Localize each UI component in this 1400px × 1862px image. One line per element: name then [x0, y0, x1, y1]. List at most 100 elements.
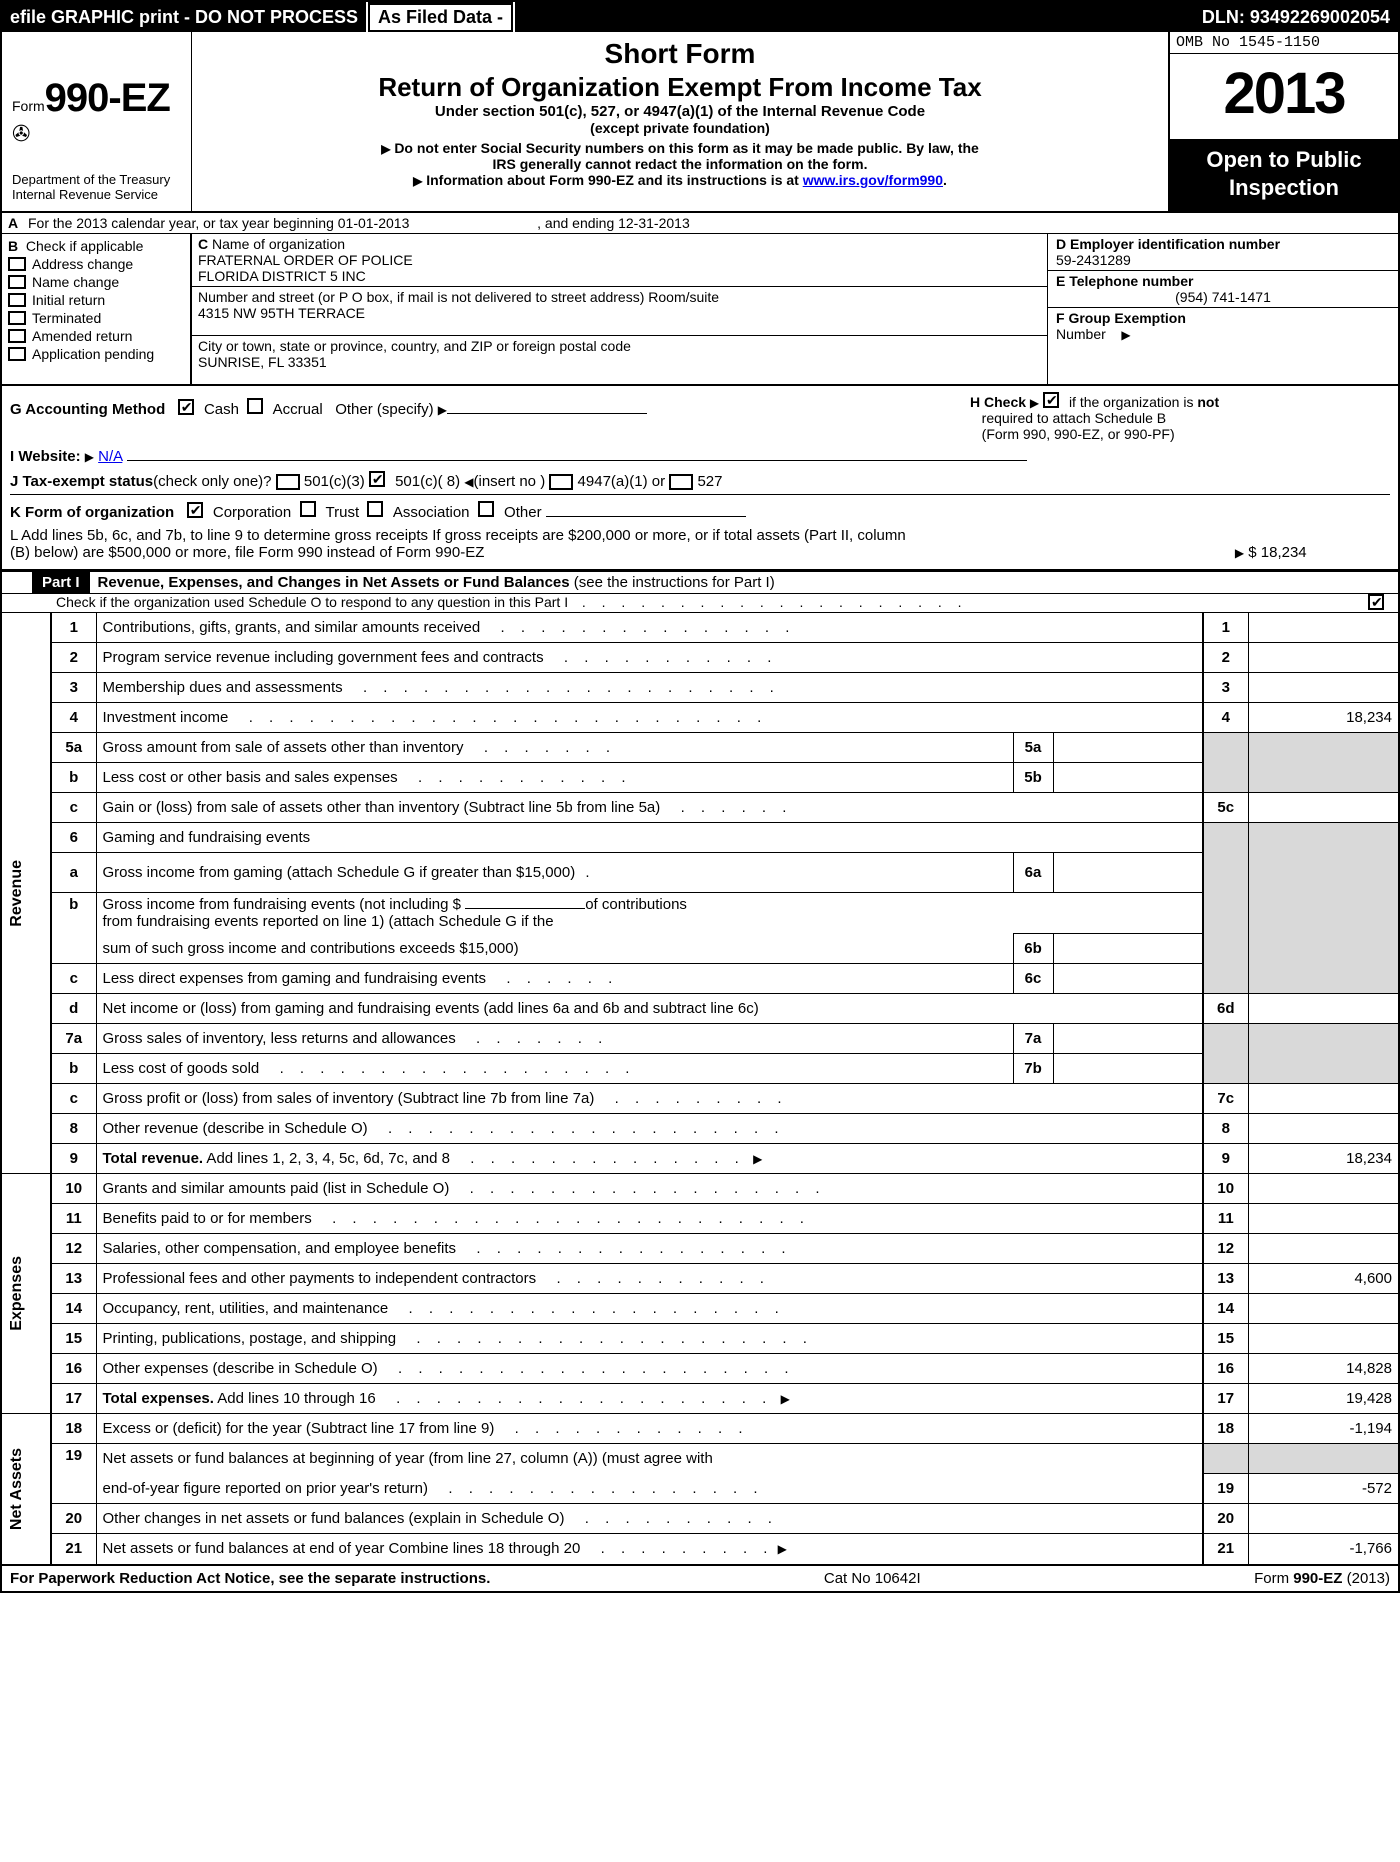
row-a-ending: , and ending 12-31-2013 [537, 215, 690, 231]
l21-value: -1,766 [1248, 1534, 1398, 1564]
footer-r-b: 990-EZ [1293, 1570, 1342, 1587]
chk-4947[interactable] [549, 474, 573, 490]
chk-corp[interactable] [187, 502, 203, 518]
label-f: F Group Exemption [1056, 310, 1186, 326]
footer-right: Form 990-EZ (2013) [1254, 1570, 1390, 1587]
org-name-2: FLORIDA DISTRICT 5 INC [198, 268, 366, 284]
chk-lbl-initial: Initial return [32, 292, 105, 308]
header-left: Form990-EZ ✇ Department of the Treasury … [2, 32, 192, 211]
chk-schedule-o[interactable] [1368, 594, 1384, 610]
l13-value: 4,600 [1248, 1264, 1398, 1294]
chk-terminated[interactable]: Terminated [8, 310, 184, 326]
chk-initial-return[interactable]: Initial return [8, 292, 184, 308]
j-501c3: 501(c)(3) [304, 473, 365, 490]
chk-address-change[interactable]: Address change [8, 256, 184, 272]
line-6d: d Net income or (loss) from gaming and f… [2, 994, 1398, 1024]
line-4: 4 Investment income . . . . . . . . . . … [2, 703, 1398, 733]
info-text: Information about Form 990-EZ and its in… [426, 172, 802, 188]
part1-table: Revenue 1 Contributions, gifts, grants, … [2, 612, 1398, 1564]
l5c-text: Gain or (loss) from sale of assets other… [103, 799, 661, 816]
chk-other[interactable] [478, 501, 494, 517]
line-7a: 7a Gross sales of inventory, less return… [2, 1024, 1398, 1054]
h-text: if the organization is [1069, 394, 1194, 410]
l16-text: Other expenses (describe in Schedule O) [103, 1360, 378, 1377]
chk-accrual[interactable] [247, 398, 263, 414]
chk-name-change[interactable]: Name change [8, 274, 184, 290]
line-19b: end-of-year figure reported on prior yea… [2, 1474, 1398, 1504]
ein-value: 59-2431289 [1056, 252, 1131, 268]
l21-text: Net assets or fund balances at end of ye… [103, 1540, 581, 1557]
chk-lbl-pending: Application pending [32, 346, 154, 362]
page-footer: For Paperwork Reduction Act Notice, see … [2, 1564, 1398, 1591]
l5a-text: Gross amount from sale of assets other t… [103, 739, 464, 756]
city-label: City or town, state or province, country… [198, 338, 631, 354]
part1-sub-text: Check if the organization used Schedule … [56, 594, 568, 610]
l8-text: Other revenue (describe in Schedule O) [103, 1120, 368, 1137]
info-line: ▶ Information about Form 990-EZ and its … [202, 172, 1158, 188]
form-990ez-page: efile GRAPHIC print - DO NOT PROCESS As … [0, 0, 1400, 1593]
j-527: 527 [697, 473, 722, 490]
org-name-1: FRATERNAL ORDER OF POLICE [198, 252, 413, 268]
line-2: 2 Program service revenue including gove… [2, 643, 1398, 673]
entity-block: B Check if applicable Address change Nam… [2, 234, 1398, 384]
row-j: J Tax-exempt status(check only one)? 501… [10, 471, 1390, 495]
chk-527[interactable] [669, 474, 693, 490]
l6b-text4: sum of such gross income and contributio… [103, 940, 519, 957]
l7a-text: Gross sales of inventory, less returns a… [103, 1030, 456, 1047]
line-9: 9 Total revenue. Add lines 1, 2, 3, 4, 5… [2, 1144, 1398, 1174]
l6a-text: Gross income from gaming (attach Schedul… [103, 864, 576, 881]
label-g: G Accounting Method [10, 401, 165, 418]
k-assoc: Association [393, 504, 470, 521]
form-number: Form990-EZ [12, 76, 181, 121]
l9-text: Add lines 1, 2, 3, 4, 5c, 6d, 7c, and 8 [203, 1150, 450, 1167]
chk-trust[interactable] [300, 501, 316, 517]
chk-amended-return[interactable]: Amended return [8, 328, 184, 344]
as-filed-data: As Filed Data - [370, 5, 511, 30]
dept-treasury: Department of the Treasury [12, 172, 181, 188]
l3-text: Membership dues and assessments [103, 679, 343, 696]
ssn-line: ▶ Do not enter Social Security numbers o… [202, 140, 1158, 156]
label-a: A [2, 213, 22, 233]
row-g: G Accounting Method Cash Accrual Other (… [10, 398, 970, 418]
chk-lbl-name: Name change [32, 274, 119, 290]
row-d-ein: D Employer identification number 59-2431… [1048, 234, 1398, 271]
j-insert: (insert no ) [474, 473, 546, 490]
form-prefix: Form [12, 98, 45, 114]
label-j: J Tax-exempt status [10, 473, 153, 490]
header-right: OMB No 1545-1150 2013 Open to Public Ins… [1168, 32, 1398, 211]
chk-501c[interactable] [369, 471, 385, 487]
l18-value: -1,194 [1248, 1414, 1398, 1444]
label-c: C [198, 236, 208, 252]
l5b-text: Less cost or other basis and sales expen… [103, 769, 398, 786]
entity-right: D Employer identification number 59-2431… [1048, 234, 1398, 384]
l12-text: Salaries, other compensation, and employ… [103, 1240, 457, 1257]
open-line2: Inspection [1174, 174, 1394, 202]
label-h: H Check [970, 394, 1026, 410]
l14-text: Occupancy, rent, utilities, and maintena… [103, 1300, 389, 1317]
chk-501c3[interactable] [276, 474, 300, 490]
side-revenue: Revenue [2, 613, 51, 1174]
return-title: Return of Organization Exempt From Incom… [202, 72, 1158, 103]
h-line2: required to attach Schedule B [982, 410, 1166, 426]
part1-sub: Check if the organization used Schedule … [2, 594, 1398, 612]
efile-text: efile GRAPHIC print - DO NOT PROCESS [2, 7, 366, 28]
col-b-checks: B Check if applicable Address change Nam… [2, 234, 192, 384]
tax-year: 2013 [1170, 54, 1398, 140]
ssn-text: Do not enter Social Security numbers on … [394, 140, 979, 156]
row-l: L Add lines 5b, 6c, and 7b, to line 9 to… [10, 527, 1390, 561]
l9-bold: Total revenue. [103, 1150, 204, 1167]
line-8: 8 Other revenue (describe in Schedule O)… [2, 1114, 1398, 1144]
chk-assoc[interactable] [367, 501, 383, 517]
row-f-group: F Group Exemption Number ▶ [1048, 308, 1398, 344]
l6d-text: Net income or (loss) from gaming and fun… [103, 1000, 759, 1017]
chk-h[interactable] [1043, 392, 1059, 408]
form-header: Form990-EZ ✇ Department of the Treasury … [2, 32, 1398, 213]
footer-r-a: Form [1254, 1570, 1293, 1587]
chk-cash[interactable] [178, 399, 194, 415]
irs-gov-link[interactable]: www.irs.gov/form990 [803, 172, 943, 188]
website-link[interactable]: N/A [98, 448, 122, 465]
chk-application-pending[interactable]: Application pending [8, 346, 184, 362]
part1-header: Part I Revenue, Expenses, and Changes in… [2, 570, 1398, 594]
label-e: E Telephone number [1056, 273, 1193, 289]
line-6a: a Gross income from gaming (attach Sched… [2, 853, 1398, 893]
